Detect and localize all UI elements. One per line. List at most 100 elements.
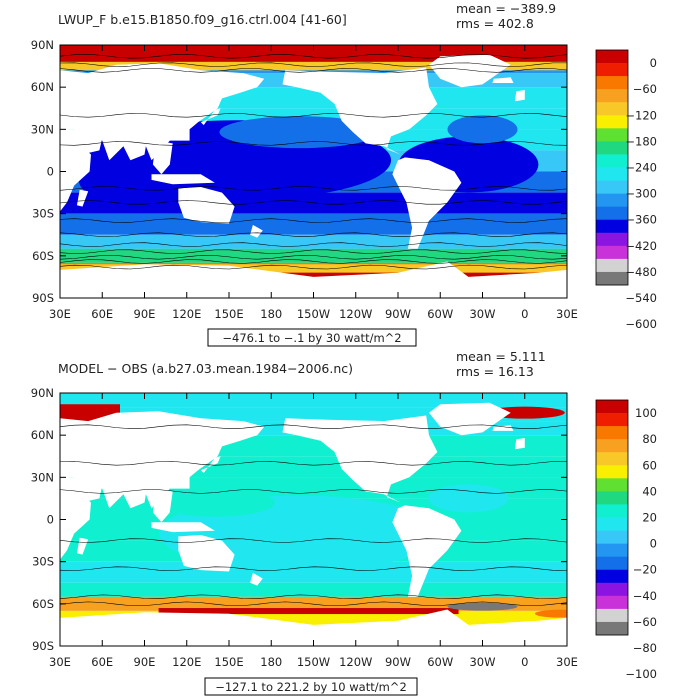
panel-1-title: LWUP_F b.e15.B1850.f09_g16.ctrl.004 [41-… bbox=[58, 12, 347, 27]
panel-1-colorbar: 0 −60 −120 −180 −240 −300 −360 −420 −480 −540 −600 bbox=[595, 49, 657, 331]
x-tick-label: 180 bbox=[260, 655, 282, 669]
y-tick-label: 60N bbox=[31, 80, 54, 94]
panel-1-mean: mean = −389.9 bbox=[456, 1, 556, 16]
x-tick-label: 120W bbox=[339, 307, 372, 321]
colorbar-swatch bbox=[596, 115, 628, 129]
colorbar-swatch bbox=[596, 232, 628, 247]
panel-1-map bbox=[60, 45, 567, 298]
panel-2-map bbox=[60, 393, 567, 646]
colorbar-label: 0 bbox=[650, 56, 657, 70]
colorbar-label: −480 bbox=[625, 265, 657, 279]
x-tick-label: 90W bbox=[385, 655, 411, 669]
colorbar-swatch bbox=[596, 426, 628, 440]
x-tick-label: 30E bbox=[556, 655, 578, 669]
panel-1-range-box bbox=[207, 328, 417, 347]
colorbar-label: −420 bbox=[625, 239, 657, 253]
colorbar-swatch bbox=[596, 543, 628, 557]
x-tick-label: 90E bbox=[134, 307, 156, 321]
colorbar-label: −60 bbox=[633, 615, 657, 629]
colorbar-label: 100 bbox=[635, 406, 657, 420]
panel-2: MODEL − OBS (a.b27.03.mean.1984−2006.nc)… bbox=[31, 349, 657, 696]
colorbar-swatch bbox=[596, 154, 628, 168]
y-tick-label: 60S bbox=[32, 249, 54, 263]
y-tick-label: 90S bbox=[32, 291, 54, 305]
colorbar-swatch bbox=[596, 271, 628, 286]
colorbar-swatch bbox=[596, 180, 628, 194]
colorbar-swatch bbox=[596, 141, 628, 155]
colorbar-swatch bbox=[596, 206, 628, 221]
panel-1-axes: 30E 60E 90E 120E 150E 180 150W 120W 90W 60W 30W 0 30… bbox=[31, 38, 578, 321]
colorbar-swatch bbox=[596, 50, 628, 64]
x-tick-label: 90E bbox=[134, 655, 156, 669]
panel-1: LWUP_F b.e15.B1850.f09_g16.ctrl.004 [41-… bbox=[31, 1, 657, 347]
y-tick-label: 30N bbox=[31, 470, 54, 484]
colorbar-swatch bbox=[596, 245, 628, 260]
panel-2-axes: 30E 60E 90E 120E 150E 180 150W 120W 90W 60W 30W 0 30… bbox=[31, 386, 578, 669]
x-tick-label: 30W bbox=[469, 655, 495, 669]
x-tick-label: 30E bbox=[49, 307, 71, 321]
x-tick-label: 60E bbox=[91, 655, 113, 669]
colorbar-swatch bbox=[596, 504, 628, 518]
y-tick-label: 60N bbox=[31, 428, 54, 442]
x-tick-label: 120E bbox=[172, 655, 201, 669]
colorbar-swatch bbox=[596, 556, 628, 571]
y-tick-label: 90N bbox=[31, 38, 54, 52]
colorbar-swatch bbox=[596, 76, 628, 90]
colorbar-label: −360 bbox=[625, 213, 657, 227]
colorbar-label: −80 bbox=[633, 641, 657, 655]
colorbar-swatch bbox=[596, 491, 628, 505]
colorbar-swatch bbox=[596, 465, 628, 479]
x-tick-label: 150E bbox=[214, 655, 243, 669]
colorbar-swatch bbox=[596, 400, 628, 414]
y-tick-label: 0 bbox=[47, 513, 54, 527]
colorbar-swatch bbox=[596, 452, 628, 466]
colorbar-swatch bbox=[596, 621, 628, 636]
colorbar-swatch bbox=[596, 530, 628, 544]
colorbar-label: −20 bbox=[633, 563, 657, 577]
x-tick-label: 90W bbox=[385, 307, 411, 321]
colorbar-label: −60 bbox=[633, 82, 657, 96]
colorbar-swatch bbox=[596, 102, 628, 116]
colorbar-swatch bbox=[596, 608, 628, 623]
x-tick-label: 0 bbox=[521, 307, 528, 321]
x-tick-label: 30E bbox=[49, 655, 71, 669]
colorbar-swatch bbox=[596, 595, 628, 610]
panel-2-contour-lines bbox=[60, 424, 567, 606]
colorbar-swatch bbox=[596, 439, 628, 453]
panel-2-title: MODEL − OBS (a.b27.03.mean.1984−2006.nc) bbox=[58, 361, 353, 376]
y-tick-label: 90N bbox=[31, 386, 54, 400]
x-tick-label: 30E bbox=[556, 307, 578, 321]
x-tick-label: 120E bbox=[172, 307, 201, 321]
colorbar-swatch bbox=[596, 478, 628, 492]
panel-1-rms: rms = 402.8 bbox=[456, 16, 534, 31]
colorbar-swatch bbox=[596, 219, 628, 234]
colorbar-swatch bbox=[596, 258, 628, 273]
colorbar-label: 80 bbox=[642, 432, 657, 446]
colorbar-label: −240 bbox=[625, 161, 657, 175]
colorbar-label: −540 bbox=[625, 291, 657, 305]
y-tick-label: 30S bbox=[32, 207, 54, 221]
colorbar-swatch bbox=[596, 89, 628, 103]
colorbar-swatch bbox=[596, 63, 628, 77]
colorbar-label: −600 bbox=[625, 317, 657, 331]
y-tick-label: 90S bbox=[32, 639, 54, 653]
x-tick-label: 0 bbox=[521, 655, 528, 669]
colorbar-label: 60 bbox=[642, 458, 657, 472]
x-tick-label: 180 bbox=[260, 307, 282, 321]
colorbar-label: −40 bbox=[633, 589, 657, 603]
colorbar-label: −120 bbox=[625, 108, 657, 122]
colorbar-swatch bbox=[596, 582, 628, 597]
colorbar-swatch bbox=[596, 517, 628, 531]
x-tick-label: 60W bbox=[427, 307, 453, 321]
colorbar-label: −180 bbox=[625, 134, 657, 148]
x-tick-label: 150E bbox=[214, 307, 243, 321]
x-tick-label: 30W bbox=[469, 307, 495, 321]
x-tick-label: 60W bbox=[427, 655, 453, 669]
colorbar-swatch bbox=[596, 128, 628, 142]
y-tick-label: 60S bbox=[32, 597, 54, 611]
y-tick-label: 30S bbox=[32, 555, 54, 569]
panel-2-colorbar: 100 80 60 40 20 0 −20 −40 −60 −80 −100 bbox=[595, 399, 657, 681]
colorbar-label: 40 bbox=[642, 484, 657, 498]
x-tick-label: 150W bbox=[297, 655, 330, 669]
